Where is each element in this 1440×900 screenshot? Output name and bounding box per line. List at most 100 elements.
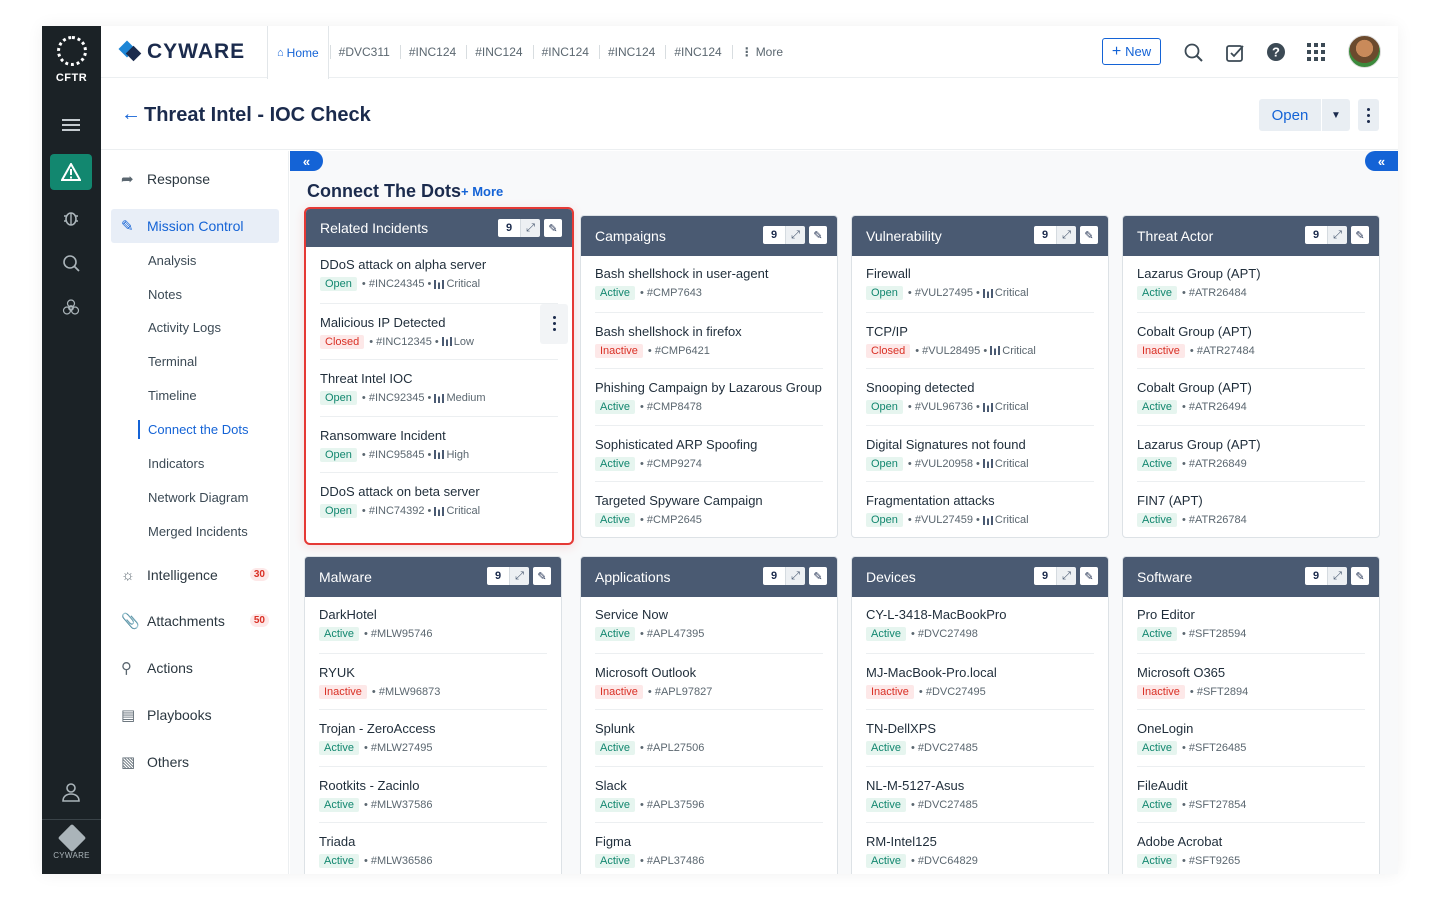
status-dropdown[interactable]: Open ▼ bbox=[1259, 99, 1350, 131]
expand-icon[interactable]: ⤢ bbox=[1056, 226, 1076, 244]
list-item[interactable]: Rootkits - Zacinlo Active • #MLW37586 bbox=[319, 767, 547, 823]
alert-icon[interactable] bbox=[50, 154, 92, 190]
list-item[interactable]: Malicious IP Detected Closed • #INC12345 •… bbox=[320, 303, 568, 360]
new-button[interactable]: + New bbox=[1102, 38, 1161, 65]
edit-pencil-icon[interactable]: ✎ bbox=[1080, 567, 1098, 585]
nav-attachments[interactable]: 📎 Attachments 50 bbox=[111, 604, 279, 638]
tasks-icon[interactable] bbox=[1223, 40, 1247, 64]
list-item[interactable]: Threat Intel IOC Open • #INC92345 • Medium bbox=[320, 360, 558, 417]
more-link[interactable]: + More bbox=[461, 184, 503, 199]
nav-playbooks[interactable]: ▤ Playbooks bbox=[111, 698, 279, 732]
list-item[interactable]: FileAudit Active • #SFT27854 bbox=[1137, 767, 1365, 823]
collapse-left-icon[interactable]: « bbox=[290, 151, 323, 171]
subnav-merged-incidents[interactable]: Merged Incidents bbox=[148, 524, 248, 539]
bug-icon[interactable] bbox=[50, 200, 92, 236]
expand-icon[interactable]: ⤢ bbox=[1056, 567, 1076, 585]
cyware-logo[interactable]: CYWARE bbox=[119, 40, 245, 64]
collapse-right-icon[interactable]: « bbox=[1365, 151, 1398, 171]
list-item[interactable]: Lazarus Group (APT) Active • #ATR26484 bbox=[1137, 256, 1365, 313]
list-item[interactable]: Trojan - ZeroAccess Active • #MLW27495 bbox=[319, 710, 547, 767]
subnav-connect-the-dots[interactable]: Connect the Dots bbox=[137, 420, 249, 439]
list-item[interactable]: TN-DellXPS Active • #DVC27485 bbox=[866, 710, 1094, 767]
list-item[interactable]: FIN7 (APT) Active • #ATR26784 bbox=[1137, 482, 1365, 537]
list-item[interactable]: Sophisticated ARP Spoofing Active • #CMP92… bbox=[595, 426, 823, 482]
list-item[interactable]: Pro Editor Active • #SFT28594 bbox=[1137, 597, 1365, 654]
list-item[interactable]: CY-L-3418-MacBookPro Active • #DVC27498 bbox=[866, 597, 1094, 654]
expand-icon[interactable]: ⤢ bbox=[1327, 567, 1347, 585]
list-item[interactable]: Snooping detected Open • #VUL96736 • Criti… bbox=[866, 369, 1094, 426]
list-item[interactable]: Ransomware Incident Open • #INC95845 • Hig… bbox=[320, 417, 558, 473]
expand-icon[interactable]: ⤢ bbox=[785, 567, 805, 585]
list-item[interactable]: DDoS attack on beta server Open • #INC7439… bbox=[320, 473, 558, 530]
subnav-timeline[interactable]: Timeline bbox=[148, 388, 197, 403]
list-item[interactable]: Lazarus Group (APT) Active • #ATR26849 bbox=[1137, 426, 1365, 482]
list-item[interactable]: Splunk Active • #APL27506 bbox=[595, 710, 823, 767]
list-item[interactable]: RM-Intel125 Active • #DVC64829 bbox=[866, 823, 1094, 874]
cftr-brand[interactable]: CFTR bbox=[42, 36, 101, 84]
edit-pencil-icon[interactable]: ✎ bbox=[1080, 226, 1098, 244]
list-item[interactable]: Figma Active • #APL37486 bbox=[595, 823, 823, 874]
list-item[interactable]: Bash shellshock in user-agent Active • #CM… bbox=[595, 256, 823, 313]
avatar[interactable] bbox=[1348, 35, 1381, 68]
list-item[interactable]: Adobe Acrobat Active • #SFT9265 bbox=[1137, 823, 1365, 874]
row-more-button[interactable] bbox=[540, 303, 568, 344]
list-item[interactable]: TCP/IP Closed • #VUL28495 • Critical bbox=[866, 313, 1094, 369]
list-item[interactable]: NL-M-5127-Asus Active • #DVC27485 bbox=[866, 767, 1094, 823]
menu-icon[interactable] bbox=[62, 119, 80, 133]
list-item[interactable]: Digital Signatures not found Open • #VUL20… bbox=[866, 426, 1094, 482]
subnav-network-diagram[interactable]: Network Diagram bbox=[148, 490, 249, 505]
list-item[interactable]: Bash shellshock in firefox Inactive • #CMP… bbox=[595, 313, 823, 369]
list-item[interactable]: MJ-MacBook-Pro.local Inactive • #DVC27495 bbox=[866, 654, 1094, 710]
user-icon[interactable] bbox=[50, 774, 92, 810]
list-item[interactable]: Microsoft O365 Inactive • #SFT2894 bbox=[1137, 654, 1365, 710]
subnav-analysis[interactable]: Analysis bbox=[148, 253, 197, 268]
edit-pencil-icon[interactable]: ✎ bbox=[809, 226, 827, 244]
edit-pencil-icon[interactable]: ✎ bbox=[544, 219, 562, 237]
subnav-notes[interactable]: Notes bbox=[148, 287, 182, 302]
tab-home[interactable]: ⌂ Home bbox=[267, 26, 329, 79]
edit-pencil-icon[interactable]: ✎ bbox=[533, 567, 551, 585]
list-item[interactable]: Firewall Open • #VUL27495 • Critical bbox=[866, 256, 1094, 313]
tab-item[interactable]: #INC124 bbox=[532, 26, 598, 78]
list-item[interactable]: DDoS attack on alpha server Open • #INC243… bbox=[320, 247, 558, 304]
list-item[interactable]: Cobalt Group (APT) Inactive • #ATR27484 bbox=[1137, 313, 1365, 369]
nav-intelligence[interactable]: ☼ Intelligence 30 bbox=[111, 558, 279, 592]
list-item[interactable]: Slack Active • #APL37596 bbox=[595, 767, 823, 823]
subnav-terminal[interactable]: Terminal bbox=[148, 354, 198, 369]
list-item[interactable]: RYUK Inactive • #MLW96873 bbox=[319, 654, 547, 710]
tab-item[interactable]: #INC124 bbox=[465, 26, 531, 78]
back-arrow-icon[interactable]: ← bbox=[121, 103, 141, 125]
help-icon[interactable]: ? bbox=[1264, 40, 1288, 64]
list-item[interactable]: Targeted Spyware Campaign Active • #CMP264… bbox=[595, 482, 823, 537]
subnav-activity-logs[interactable]: Activity Logs bbox=[148, 320, 221, 335]
nav-mission-control[interactable]: ✎ Mission Control bbox=[111, 209, 279, 243]
expand-icon[interactable]: ⤢ bbox=[785, 226, 805, 244]
edit-pencil-icon[interactable]: ✎ bbox=[809, 567, 827, 585]
tab-item[interactable]: #INC124 bbox=[664, 26, 730, 78]
tab-item[interactable]: #DVC311 bbox=[329, 26, 399, 78]
list-item[interactable]: Microsoft Outlook Inactive • #APL97827 bbox=[595, 654, 823, 710]
nav-actions[interactable]: ⚲ Actions bbox=[111, 651, 279, 685]
edit-pencil-icon[interactable]: ✎ bbox=[1351, 567, 1369, 585]
biohazard-icon[interactable] bbox=[50, 290, 92, 326]
list-item[interactable]: DarkHotel Active • #MLW95746 bbox=[319, 597, 547, 654]
tab-more[interactable]: ⋮ More bbox=[731, 26, 792, 78]
list-item[interactable]: Cobalt Group (APT) Active • #ATR26494 bbox=[1137, 369, 1365, 426]
subnav-indicators[interactable]: Indicators bbox=[148, 456, 205, 471]
list-item[interactable]: Phishing Campaign by Lazarous Group Activ… bbox=[595, 369, 823, 426]
expand-icon[interactable]: ⤢ bbox=[1327, 226, 1347, 244]
more-options-button[interactable] bbox=[1358, 99, 1379, 131]
expand-icon[interactable]: ⤢ bbox=[520, 219, 540, 237]
search-icon[interactable] bbox=[1181, 40, 1205, 64]
nav-response[interactable]: ➦ Response bbox=[111, 162, 279, 196]
edit-pencil-icon[interactable]: ✎ bbox=[1351, 226, 1369, 244]
nav-others[interactable]: ▧ Others bbox=[111, 745, 279, 779]
list-item[interactable]: OneLogin Active • #SFT26485 bbox=[1137, 710, 1365, 767]
tab-item[interactable]: #INC124 bbox=[399, 26, 465, 78]
apps-grid-icon[interactable] bbox=[1304, 40, 1328, 64]
list-item[interactable]: Fragmentation attacks Open • #VUL27459 • C… bbox=[866, 482, 1094, 537]
search-threat-icon[interactable] bbox=[50, 245, 92, 281]
caret-down-icon[interactable]: ▼ bbox=[1331, 109, 1341, 121]
expand-icon[interactable]: ⤢ bbox=[509, 567, 529, 585]
tab-item[interactable]: #INC124 bbox=[598, 26, 664, 78]
